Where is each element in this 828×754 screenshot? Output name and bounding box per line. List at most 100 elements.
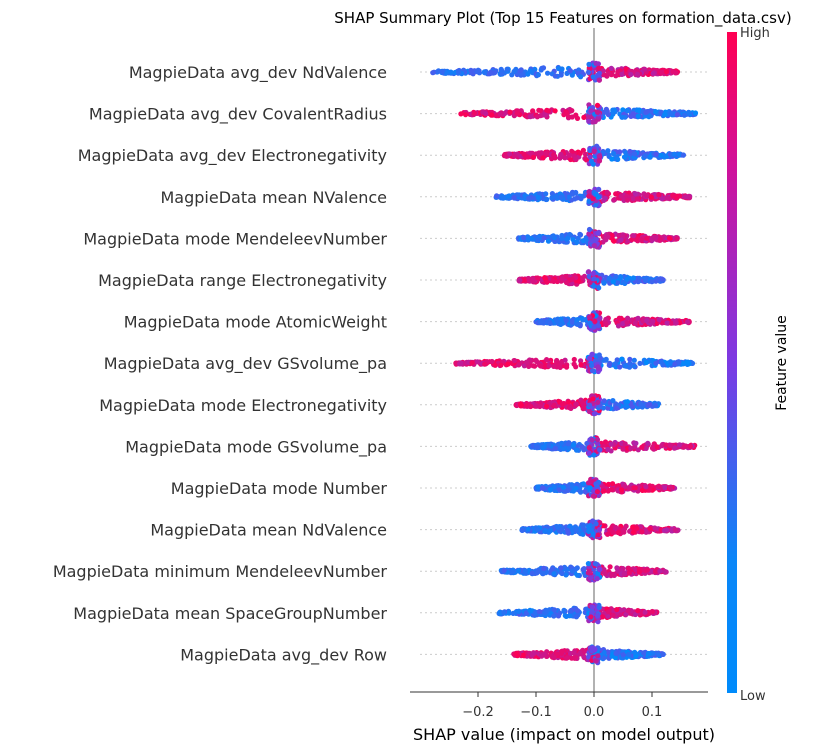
shap-point: [569, 191, 575, 197]
shap-point: [526, 195, 532, 202]
colorbar-title: Feature value: [774, 315, 790, 411]
x-tick-label: −0.2: [462, 705, 494, 720]
feature-label: MagpieData minimum MendeleevNumber: [53, 562, 388, 581]
shap-point: [608, 65, 614, 71]
shap-point: [646, 401, 653, 407]
shap-point: [542, 610, 548, 616]
shap-point: [554, 278, 561, 285]
shap-point: [567, 523, 573, 529]
shap-point: [596, 158, 603, 164]
shap-point: [644, 235, 650, 241]
shap-point: [592, 658, 599, 664]
shap-point: [613, 191, 619, 197]
shap-point: [643, 484, 649, 490]
shap-point: [659, 276, 665, 282]
feature-label: MagpieData mean SpaceGroupNumber: [73, 604, 387, 623]
shap-point: [458, 111, 464, 117]
shap-point: [641, 650, 647, 656]
shap-point: [645, 440, 651, 446]
shap-point: [439, 69, 445, 75]
shap-point: [530, 154, 537, 160]
shap-point: [524, 234, 531, 240]
shap-point: [643, 445, 649, 451]
chart-title: SHAP Summary Plot (Top 15 Features on fo…: [334, 9, 791, 28]
shap-point: [546, 363, 552, 369]
shap-point: [593, 60, 599, 66]
shap-point: [573, 447, 580, 453]
shap-point: [577, 651, 584, 657]
shap-point: [559, 648, 566, 654]
shap-point: [587, 320, 593, 326]
shap-point: [596, 186, 602, 192]
shap-point: [662, 485, 668, 491]
shap-point: [605, 609, 612, 615]
shap-point: [571, 442, 577, 448]
shap-point: [499, 71, 505, 77]
shap-point: [663, 569, 669, 575]
shap-point: [569, 108, 575, 114]
shap-point: [524, 610, 530, 617]
shap-point: [649, 279, 655, 285]
shap-point: [648, 108, 654, 114]
shap-point: [509, 569, 516, 575]
shap-point: [590, 396, 596, 402]
shap-point: [558, 321, 564, 327]
shap-point: [590, 238, 596, 244]
shap-point: [585, 69, 592, 75]
shap-point: [684, 319, 691, 325]
shap-point: [559, 275, 566, 281]
shap-point: [586, 445, 592, 451]
shap-point: [526, 363, 532, 369]
shap-point: [586, 198, 592, 204]
shap-point: [672, 445, 678, 451]
shap-point: [686, 110, 692, 116]
shap-point: [587, 356, 593, 362]
shap-point: [549, 566, 555, 573]
shap-point: [586, 524, 592, 530]
shap-point: [518, 401, 524, 407]
shap-point: [602, 195, 608, 201]
shap-point: [600, 523, 606, 529]
shap-point: [664, 69, 670, 75]
shap-point: [578, 74, 584, 80]
feature-label: MagpieData mode GSvolume_pa: [125, 437, 387, 457]
shap-point: [551, 613, 557, 619]
shap-point: [463, 112, 469, 118]
shap-point: [632, 611, 639, 618]
shap-point: [616, 315, 622, 321]
data-points: [430, 60, 699, 666]
shap-point: [655, 652, 662, 658]
shap-point: [633, 440, 639, 446]
shap-point: [639, 529, 645, 535]
shap-point: [683, 443, 689, 449]
shap-point: [630, 275, 637, 281]
shap-point: [586, 528, 592, 535]
shap-point: [581, 114, 587, 120]
shap-point: [590, 493, 596, 499]
shap-point: [535, 194, 541, 200]
shap-point: [613, 650, 619, 657]
shap-point: [622, 441, 628, 447]
shap-point: [647, 525, 653, 532]
shap-point: [632, 320, 638, 326]
shap-point: [644, 318, 650, 324]
shap-point: [601, 488, 607, 494]
shap-point: [616, 232, 622, 239]
shap-point: [476, 68, 482, 74]
shap-point: [639, 444, 645, 450]
shap-point: [595, 532, 601, 538]
shap-point: [525, 526, 531, 532]
shap-point: [543, 191, 549, 197]
shap-point: [673, 70, 679, 76]
shap-point: [674, 112, 680, 118]
shap-point: [620, 446, 626, 452]
shap-point: [605, 446, 611, 452]
shap-point: [535, 237, 541, 243]
shap-point: [585, 561, 592, 567]
shap-point: [551, 484, 557, 490]
shap-point: [551, 402, 557, 408]
shap-point: [538, 318, 544, 324]
shap-point: [668, 320, 674, 326]
shap-point: [530, 275, 536, 282]
shap-point: [581, 566, 587, 572]
